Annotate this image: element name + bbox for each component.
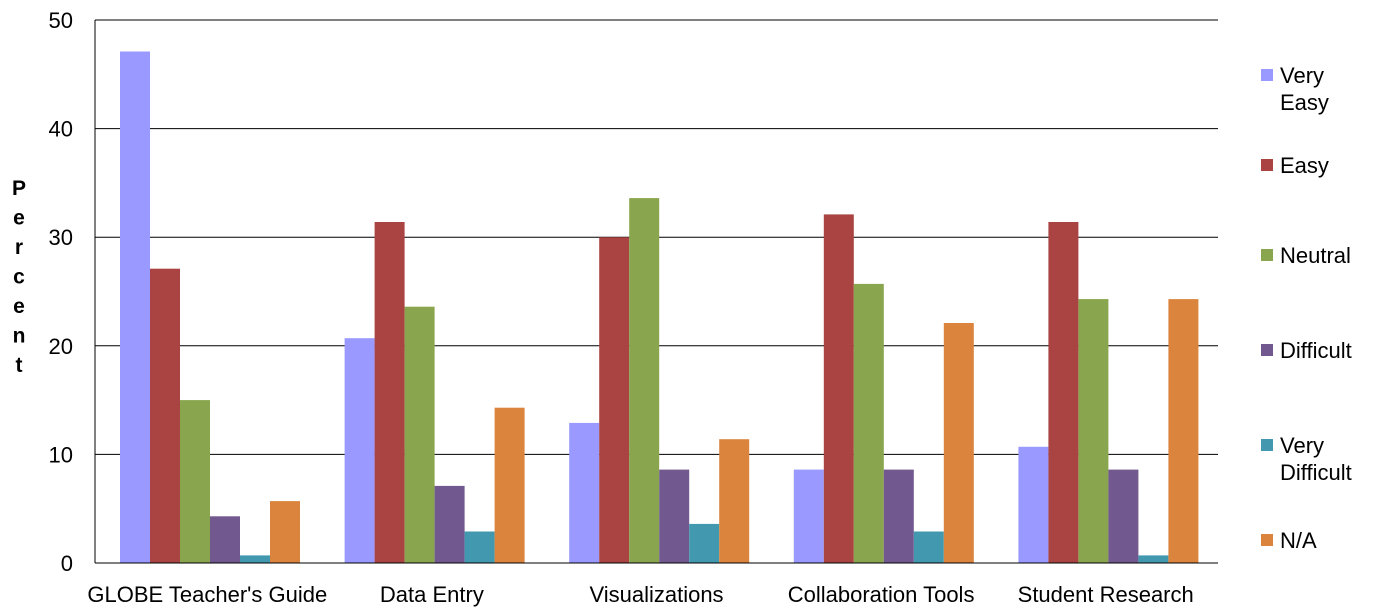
legend-swatch [1261, 249, 1273, 261]
legend-label: Difficult [1280, 338, 1352, 363]
bar [719, 439, 750, 563]
bar [240, 555, 270, 563]
legend-swatch [1261, 344, 1273, 356]
legend-swatch [1261, 534, 1273, 546]
y-axis-label-char: c [13, 266, 25, 289]
y-axis-label-char: e [13, 295, 25, 318]
y-tick-label: 20 [49, 334, 73, 359]
bar [883, 469, 914, 563]
legend-label: Very Easy [1280, 63, 1329, 115]
x-category-label: Collaboration Tools [788, 582, 975, 607]
bar [434, 485, 465, 563]
legend: Very Easy Easy Neutral Difficult Very Difficul… [1261, 63, 1352, 553]
y-axis-label-char: n [13, 325, 26, 348]
bar [1108, 469, 1139, 563]
bar [569, 422, 600, 563]
y-tick-label: 50 [49, 8, 73, 33]
legend-swatch [1261, 159, 1273, 171]
bar [464, 531, 495, 563]
legend-swatch [1261, 439, 1273, 451]
legend-label: Neutral [1280, 243, 1351, 268]
legend-label: N/A [1280, 528, 1317, 553]
bar [599, 237, 630, 563]
bar [120, 51, 150, 564]
y-tick-label: 30 [49, 225, 73, 250]
bar [689, 523, 720, 563]
legend-label: Easy [1280, 153, 1329, 178]
bar [374, 221, 405, 563]
x-category-label: Student Research [1018, 582, 1194, 607]
bar [344, 338, 375, 563]
bar [404, 306, 435, 563]
bar [180, 400, 210, 563]
legend-swatch [1261, 69, 1273, 81]
bar [629, 198, 660, 563]
bar [659, 469, 690, 563]
bar [210, 516, 240, 563]
x-category-label: GLOBE Teacher's Guide [87, 582, 327, 607]
y-axis-label-char: r [15, 236, 23, 259]
bar [913, 531, 944, 563]
bar [494, 407, 525, 563]
y-axis-label-char: e [13, 207, 25, 230]
y-tick-label: 10 [49, 442, 73, 467]
bar [270, 501, 300, 563]
legend-label: Very Difficult [1280, 433, 1352, 485]
y-tick-label: 0 [61, 551, 73, 576]
y-axis-label-char: t [16, 354, 23, 377]
bar [823, 214, 854, 564]
x-category-label: Data Entry [380, 582, 484, 607]
y-axis-ticks: 0 10 20 30 40 50 [49, 8, 73, 576]
y-tick-label: 40 [49, 117, 73, 142]
bar [853, 283, 884, 563]
bar [1078, 299, 1109, 563]
bar [1048, 221, 1079, 563]
bar [1018, 446, 1049, 563]
bar [943, 322, 974, 563]
bar [150, 268, 180, 563]
y-axis-label-char: P [12, 177, 26, 200]
x-category-label: Visualizations [589, 582, 723, 607]
bars [120, 51, 1199, 564]
bar [1168, 299, 1199, 563]
bar [1138, 555, 1169, 563]
bar [793, 469, 824, 563]
x-axis-categories: GLOBE Teacher's Guide Data Entry Visualiza… [87, 582, 1193, 607]
